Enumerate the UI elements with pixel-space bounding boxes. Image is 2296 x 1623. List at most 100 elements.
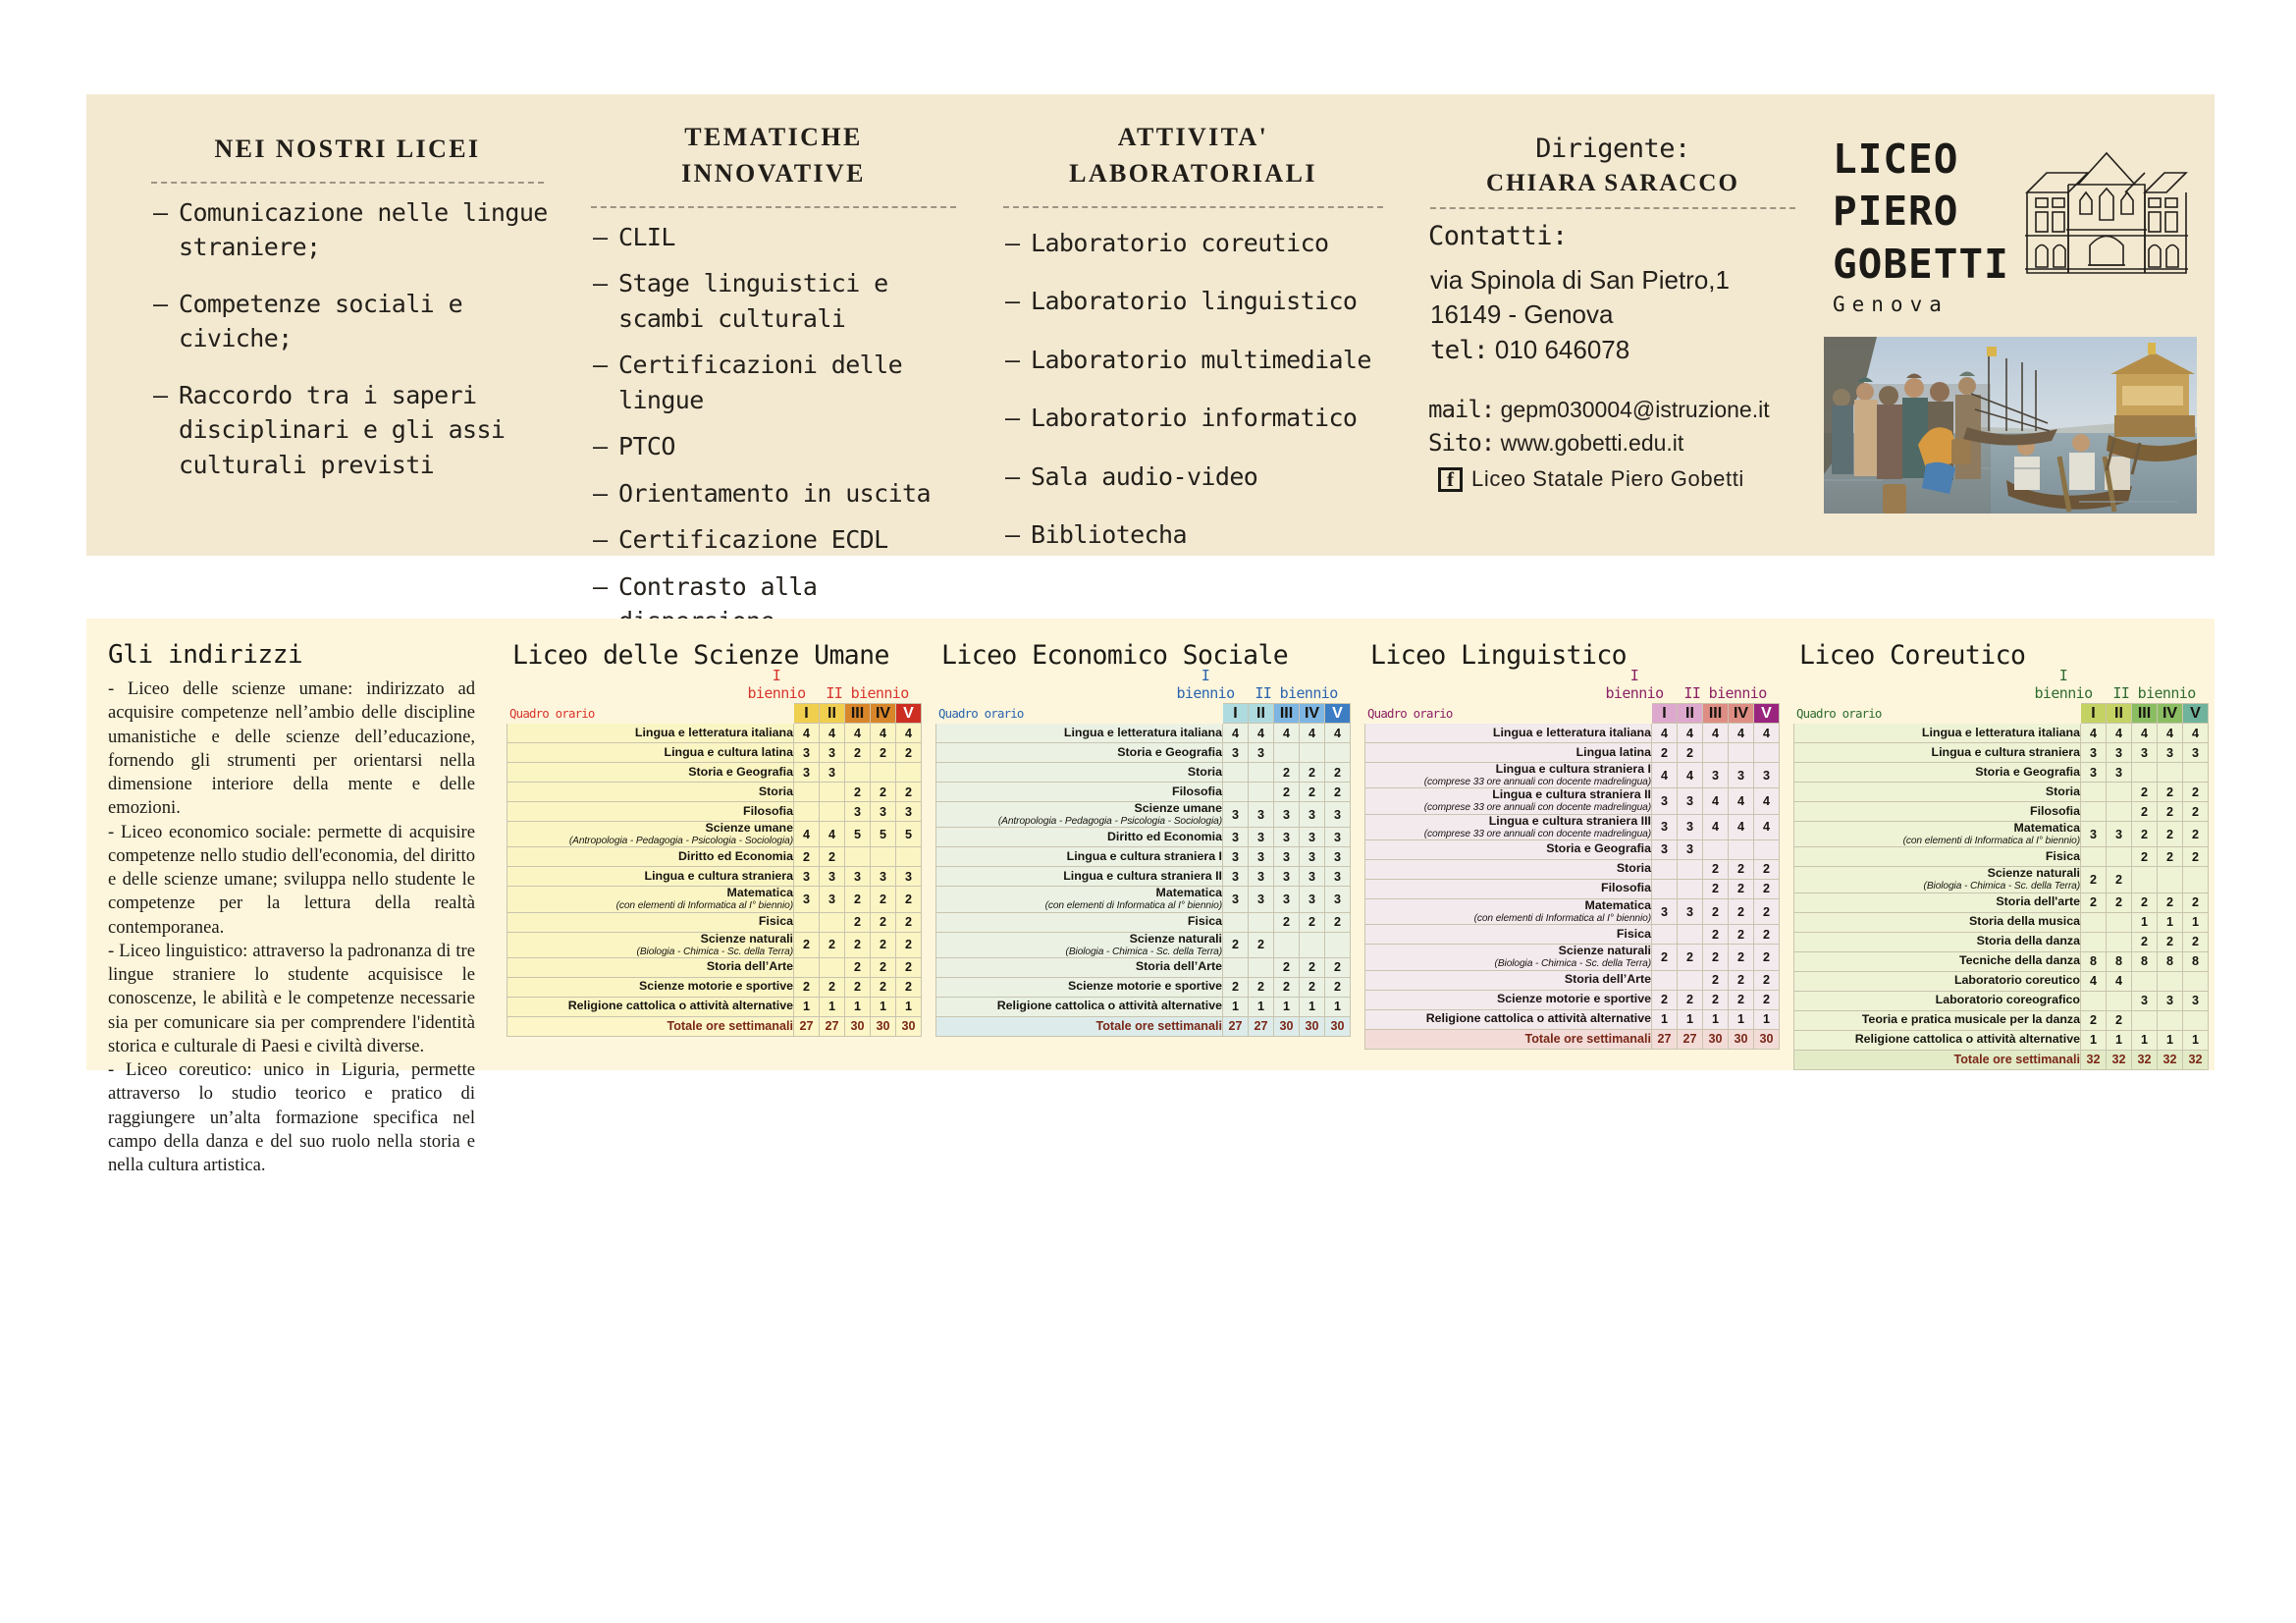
- table-row: Storia e Geografia 3 3: [1793, 762, 2209, 783]
- column-header-v: V: [2182, 703, 2209, 724]
- address-block: via Spinola di San Pietro,1 16149 - Geno…: [1430, 263, 1801, 368]
- hours-cell-iv: [1728, 839, 1754, 860]
- table-row: Lingua e cultura straniera II (comprese 3…: [1364, 787, 1780, 815]
- total-cell-iv: 30: [1299, 1015, 1325, 1037]
- subject-label: Laboratorio coreografico: [1793, 990, 2081, 1011]
- subject-label: Matematica (con elementi di Informatica a…: [507, 886, 794, 913]
- table-row: Lingua e cultura straniera 3 3 3 3 3: [1793, 742, 2209, 763]
- facebook-icon[interactable]: f: [1438, 467, 1463, 493]
- hours-cell-i: 3: [1222, 800, 1249, 829]
- hours-cell-iv: [2157, 866, 2183, 893]
- hours-cell-v: 2: [1324, 782, 1351, 802]
- list-item-label: Laboratorio multimediale: [1031, 345, 1371, 374]
- hours-cell-iv: 2: [1728, 858, 1754, 880]
- hours-cell-iv: 4: [1299, 723, 1325, 743]
- table-row: Lingua e letteratura italiana 4 4 4 4 4: [1793, 723, 2209, 743]
- list-item: – Certificazioni delle lingue: [593, 348, 962, 417]
- telephone-line: tel: 010 646078: [1430, 333, 1801, 368]
- hours-cell-iv: 2: [1299, 782, 1325, 802]
- table-row: Scienze naturali (Biologia - Chimica - Sc…: [935, 931, 1351, 958]
- subject-label: Storia e Geografia: [1364, 839, 1652, 860]
- dirigente-name: Chiara Saracco: [1486, 170, 1739, 196]
- subject-sublabel: (con elementi di Informatica al I° bienn…: [1473, 912, 1652, 924]
- total-cell-iii: 30: [844, 1015, 871, 1037]
- bullet-dash-icon: –: [153, 197, 168, 227]
- hours-cell-i: 3: [1222, 886, 1249, 913]
- sito-label: Sito:: [1428, 428, 1495, 457]
- hours-cell-i: 1: [793, 996, 820, 1017]
- column-2-heading-line2: INNOVATIVE: [681, 158, 866, 188]
- facebook-line[interactable]: f Liceo Statale Piero Gobetti: [1438, 464, 1801, 495]
- hours-cell-iii: 2: [2131, 782, 2158, 802]
- hours-cell-iv: 1: [2157, 911, 2183, 933]
- hours-cell-i: 4: [793, 723, 820, 743]
- hours-cell-iii: 4: [2131, 723, 2158, 743]
- hours-cell-ii: 3: [819, 762, 845, 783]
- subject-label: Scienze umane (Antropologia - Pedagogia -…: [507, 820, 794, 848]
- hours-cell-iv: 3: [870, 866, 896, 888]
- hours-cell-iii: [844, 762, 871, 783]
- quadro-orario-table: Quadro orario I II III IV V Lingua e letteratu…: [935, 703, 1351, 1037]
- biennio-header-row: I biennio II biennio: [507, 667, 922, 702]
- hours-cell-iv: 4: [1728, 813, 1754, 840]
- column-header-iii: III: [1702, 703, 1729, 724]
- hours-cell-iii: 3: [1273, 800, 1300, 829]
- sito-value[interactable]: www.gobetti.edu.it: [1500, 429, 1684, 456]
- subject-label: Lingua e letteratura italiana: [1364, 723, 1652, 743]
- totale-label: Totale ore settimanali: [1364, 1028, 1652, 1050]
- list-item: – Competenze sociali e civiche;: [153, 287, 550, 356]
- subject-sublabel: (comprese 33 ore annuali con docente mad…: [1423, 802, 1651, 814]
- table-section-linguistico: Liceo Linguistico I biennio II biennio Quad…: [1357, 619, 1786, 1070]
- hours-cell-v: [2182, 1009, 2209, 1031]
- hours-cell-ii: [2106, 801, 2132, 822]
- hours-cell-iii: 2: [1273, 762, 1300, 783]
- biennio-2-label: II biennio: [1683, 684, 1767, 702]
- table-row: Fisica 2 2 2: [935, 911, 1351, 933]
- mail-value[interactable]: gepm030004@istruzione.it: [1500, 397, 1770, 423]
- hours-cell-v: 2: [895, 742, 922, 763]
- table-row: Religione cattolica o attività alternati…: [507, 996, 922, 1017]
- hours-cell-iii: 2: [844, 911, 871, 933]
- list-item-label: Sala audio-video: [1031, 461, 1258, 491]
- quadro-orario-label: Quadro orario: [1367, 705, 1453, 721]
- hours-cell-i: 4: [793, 820, 820, 848]
- hours-cell-v: 2: [1753, 944, 1780, 971]
- bullet-dash-icon: –: [153, 380, 168, 409]
- subject-sublabel: (Biologia - Chimica - Sc. della Terra): [1923, 881, 2081, 893]
- hours-cell-v: 3: [1324, 846, 1351, 868]
- hours-cell-iii: 2: [1702, 989, 1729, 1010]
- subject-sublabel: (Biologia - Chimica - Sc. della Terra): [636, 946, 794, 957]
- table-row: Laboratorio coreutico 4 4: [1793, 970, 2209, 992]
- hours-cell-iv: [1728, 742, 1754, 763]
- subject-label: Laboratorio coreutico: [1793, 970, 2081, 992]
- facebook-page-name[interactable]: Liceo Statale Piero Gobetti: [1471, 466, 1744, 492]
- hours-cell-ii: 4: [819, 723, 845, 743]
- column-header-ii: II: [819, 703, 845, 724]
- hours-cell-v: 1: [1324, 996, 1351, 1017]
- table-header-row: Quadro orario I II III IV V: [936, 703, 1351, 724]
- subject-sublabel: (con elementi di Informatica al I° bienn…: [615, 900, 794, 912]
- table-row: Scienze naturali (Biologia - Chimica - Sc…: [1364, 944, 1780, 971]
- subject-label: Scienze motorie e sportive: [507, 976, 794, 998]
- table-section-coreutico: Liceo Coreutico I biennio II biennio Quadro…: [1786, 619, 2215, 1070]
- hours-cell-iv: 2: [2157, 820, 2183, 848]
- hours-cell-i: [1651, 858, 1678, 880]
- hours-cell-v: 2: [895, 931, 922, 958]
- table-row: Lingua e letteratura italiana 4 4 4 4 4: [507, 723, 922, 743]
- hours-cell-iv: 2: [1299, 762, 1325, 783]
- table-row: Filosofia 2 2 2: [1793, 801, 2209, 822]
- hours-cell-v: 2: [895, 782, 922, 802]
- total-cell-iv: 30: [1728, 1028, 1754, 1050]
- hours-cell-i: [1222, 911, 1249, 933]
- hours-cell-iv: 2: [1299, 976, 1325, 998]
- hours-cell-iii: 2: [1702, 878, 1729, 899]
- indirizzi-paragraph: - Liceo linguistico: attraverso la padro…: [108, 940, 475, 1056]
- column-header-i: I: [793, 703, 820, 724]
- table-row: Storia della danza 2 2 2: [1793, 931, 2209, 952]
- column-nei-nostri-licei: NEI NOSTRI LICEI – Comunicazione nelle li…: [86, 94, 567, 556]
- hours-cell-v: [1753, 742, 1780, 763]
- hours-cell-v: 4: [1324, 723, 1351, 743]
- table-row: Filosofia 3 3 3: [507, 801, 922, 822]
- list-item-label: Comunicazione nelle lingue straniere;: [179, 197, 548, 262]
- hours-cell-v: 4: [2182, 723, 2209, 743]
